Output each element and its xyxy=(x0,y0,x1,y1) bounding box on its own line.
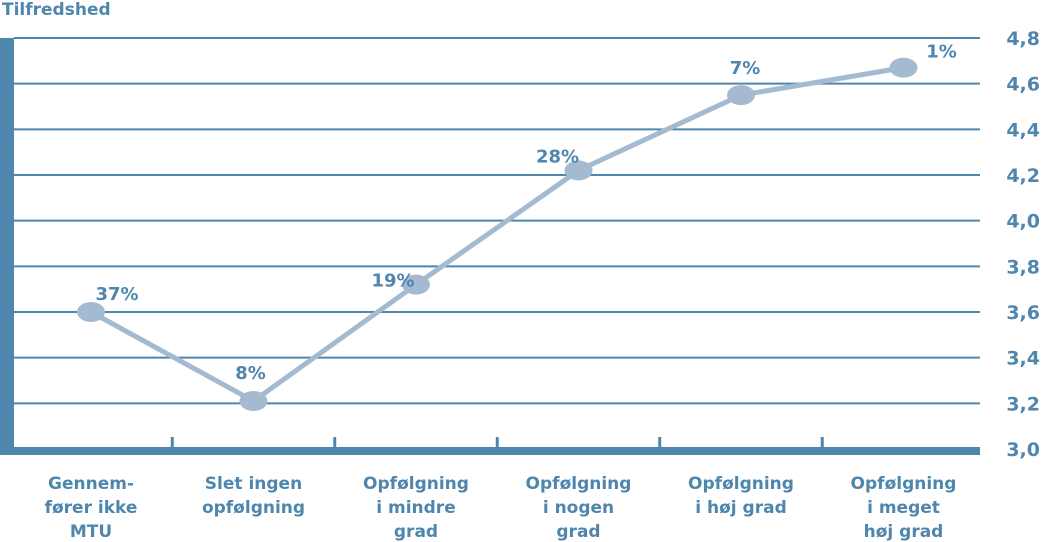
x-tick-label: i nogen xyxy=(543,498,614,518)
x-tick-label: opfølgning xyxy=(202,498,305,518)
data-point xyxy=(239,391,268,412)
data-label: 1% xyxy=(926,42,957,63)
x-tick-label: Opfølgning xyxy=(688,474,794,494)
y-tick-label: 3,8 xyxy=(1006,256,1040,278)
y-tick-label: 3,2 xyxy=(1006,393,1040,415)
x-tick-label: i meget xyxy=(867,498,940,518)
data-point xyxy=(564,160,593,181)
x-tick-label: fører ikke xyxy=(45,498,138,518)
data-label: 28% xyxy=(536,146,579,167)
x-tick-label: Gennem- xyxy=(48,474,134,494)
x-tick-label: grad xyxy=(394,522,438,542)
y-tick-label: 4,0 xyxy=(1006,211,1040,233)
data-point xyxy=(402,274,430,295)
x-tick-label: Opfølgning xyxy=(526,474,632,494)
y-tick-label: 4,8 xyxy=(1006,28,1040,50)
y-tick-label: 3,0 xyxy=(1006,439,1040,461)
y-tick-label: 4,2 xyxy=(1006,165,1040,187)
x-tick-label: Opfølgning xyxy=(851,474,957,494)
y-tick-label: 4,4 xyxy=(1006,119,1040,141)
y-axis-title: Tilfredshed xyxy=(2,0,111,20)
data-point xyxy=(77,302,105,322)
y-tick-label: 3,4 xyxy=(1006,348,1040,370)
y-axis-bar xyxy=(0,38,14,455)
x-tick-label: MTU xyxy=(70,522,112,542)
x-tick-label: i mindre xyxy=(376,498,455,518)
data-label: 37% xyxy=(95,284,138,305)
x-tick-label: Opfølgning xyxy=(363,474,469,494)
y-tick-label: 4,6 xyxy=(1006,74,1040,96)
data-point xyxy=(889,57,918,78)
x-axis-line xyxy=(0,447,980,455)
x-tick-label: Slet ingen xyxy=(205,474,302,494)
data-label: 19% xyxy=(371,271,414,292)
y-tick-label: 3,6 xyxy=(1006,302,1040,324)
x-tick-label: grad xyxy=(556,522,600,542)
data-point xyxy=(727,85,755,106)
x-tick-label: høj grad xyxy=(864,522,944,542)
x-tick-label: i høj grad xyxy=(695,498,786,518)
data-label: 8% xyxy=(235,363,266,384)
data-label: 7% xyxy=(730,58,761,79)
series-line xyxy=(89,65,904,404)
